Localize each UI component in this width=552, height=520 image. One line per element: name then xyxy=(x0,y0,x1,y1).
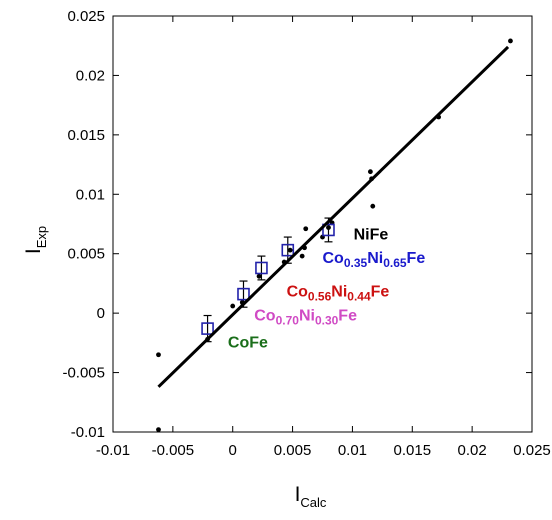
y-tick-label: 0.015 xyxy=(67,127,105,144)
data-point xyxy=(367,169,373,175)
fit-line xyxy=(157,45,510,388)
x-tick-label: 0.005 xyxy=(274,442,312,459)
x-tick-label: 0 xyxy=(229,442,237,459)
x-tick-label: 0.01 xyxy=(338,442,367,459)
x-tick-label: 0.015 xyxy=(394,442,432,459)
data-point xyxy=(156,427,161,433)
data-point-square xyxy=(237,287,250,301)
annotation-label: NiFe xyxy=(354,226,389,243)
data-point xyxy=(156,352,161,358)
annotation-label: Co0.56Ni0.44Fe xyxy=(287,284,390,304)
data-point-square xyxy=(322,223,335,237)
y-tick-label: -0.005 xyxy=(62,365,105,382)
x-tick-label: -0.005 xyxy=(152,442,195,459)
axis-titles: ICalc IExp xyxy=(22,226,327,510)
plot-frame xyxy=(112,15,533,433)
data-point xyxy=(299,253,305,259)
x-tick-label: 0.02 xyxy=(458,442,487,459)
data-layer xyxy=(156,38,513,433)
data-point xyxy=(370,203,376,209)
data-point-square xyxy=(255,261,268,275)
ticks-layer: -0.01 -0.005 0 0.005 0.01 0.015 0.02 0.025 -0.01… xyxy=(62,8,550,459)
annotation-layer: NiFe Co0.35Ni0.65Fe Co0.56Ni0.44Fe Co0.70Ni… xyxy=(228,226,425,351)
data-point xyxy=(287,247,293,253)
data-point xyxy=(230,303,236,309)
data-point-square xyxy=(281,243,295,257)
y-tick-label: 0 xyxy=(97,305,105,322)
annotation-label: Co0.35Ni0.65Fe xyxy=(323,250,426,270)
data-point-square xyxy=(201,322,214,335)
x-tick-label: -0.01 xyxy=(96,442,130,459)
annotation-label: CoFe xyxy=(228,335,268,352)
y-tick-label: 0.01 xyxy=(76,186,105,203)
x-tick-label: 0.025 xyxy=(513,442,551,459)
y-tick-label: -0.01 xyxy=(71,424,105,441)
y-tick-label: 0.02 xyxy=(76,67,105,84)
y-tick-label: 0.005 xyxy=(67,246,105,263)
y-tick-label: 0.025 xyxy=(67,8,105,25)
annotation-label: Co0.70Ni0.30Fe xyxy=(254,307,357,327)
x-axis-title: ICalc xyxy=(295,483,327,510)
data-point xyxy=(256,273,262,279)
data-point xyxy=(508,38,513,44)
y-axis-title: IExp xyxy=(22,226,49,254)
data-point xyxy=(303,226,309,232)
